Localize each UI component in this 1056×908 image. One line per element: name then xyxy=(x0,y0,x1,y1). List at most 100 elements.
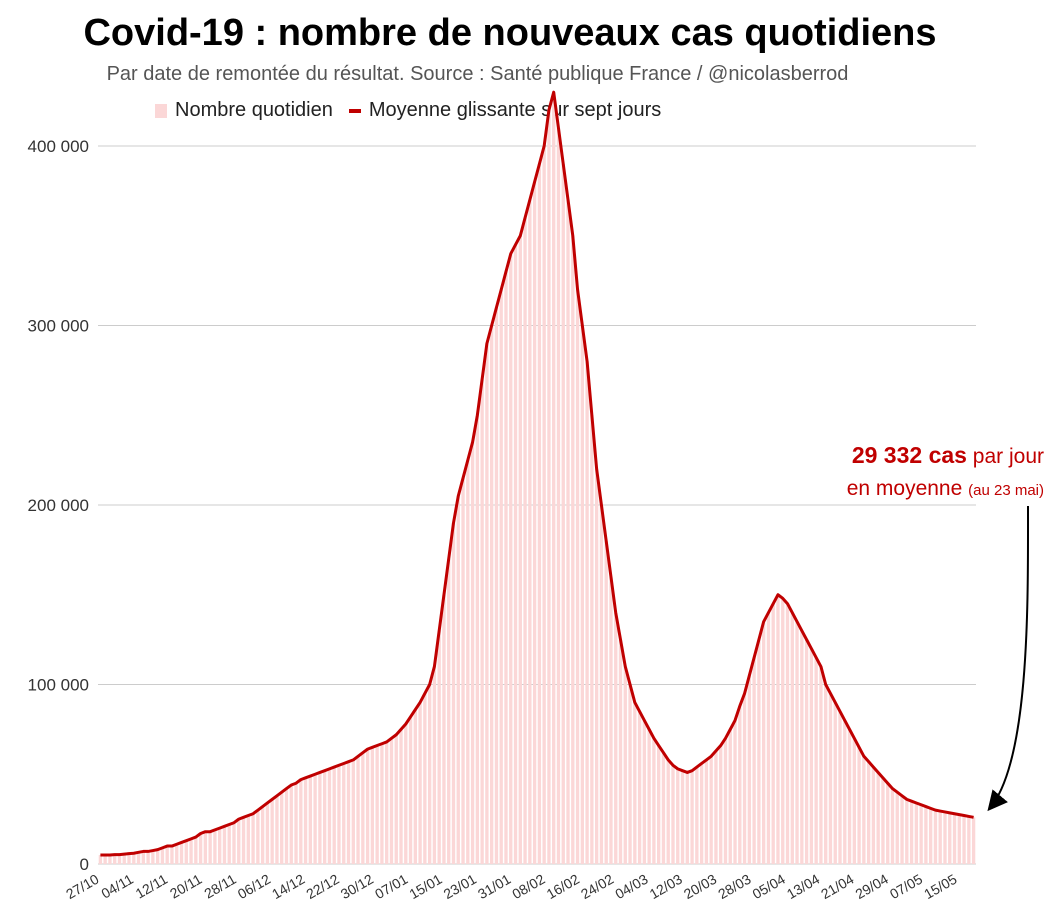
bar xyxy=(499,289,503,865)
bar xyxy=(313,774,317,864)
bar xyxy=(518,235,522,864)
y-tick-label: 200 000 xyxy=(28,496,89,515)
bar xyxy=(165,846,169,864)
x-tick-label: 20/11 xyxy=(167,871,205,902)
bar xyxy=(127,853,131,864)
legend-line-label: Moyenne glissante sur sept jours xyxy=(368,99,662,121)
bar xyxy=(742,693,747,864)
bar xyxy=(275,795,279,864)
bar xyxy=(719,745,723,864)
bar xyxy=(408,716,413,864)
bar xyxy=(614,612,618,864)
bar xyxy=(208,831,212,864)
bar xyxy=(175,844,179,864)
bar xyxy=(103,855,107,864)
bar xyxy=(928,808,933,864)
bar xyxy=(375,745,379,864)
bar xyxy=(699,763,704,864)
bar xyxy=(909,801,914,864)
bar xyxy=(661,752,666,864)
x-tick-label: 20/03 xyxy=(681,871,720,902)
x-tick-label: 08/02 xyxy=(509,871,548,902)
bar xyxy=(322,770,327,864)
bar xyxy=(886,783,890,864)
bar xyxy=(342,763,346,864)
bar xyxy=(141,851,146,864)
x-tick-label: 04/03 xyxy=(612,871,651,902)
bar xyxy=(437,630,441,864)
bar xyxy=(695,767,699,864)
bar xyxy=(814,657,818,864)
annotation-text1: par jour xyxy=(966,445,1044,468)
bar xyxy=(241,817,246,864)
bar xyxy=(890,788,895,864)
bar xyxy=(432,666,437,864)
bar xyxy=(881,777,885,864)
bar xyxy=(489,325,494,864)
bar xyxy=(838,711,842,864)
x-tick-label: 13/04 xyxy=(784,871,823,902)
bar xyxy=(647,729,651,864)
moving-average-line xyxy=(100,90,974,857)
bar xyxy=(671,765,675,864)
bar xyxy=(370,747,375,864)
bar xyxy=(260,806,265,864)
bar xyxy=(781,598,785,864)
bar xyxy=(351,759,355,864)
bar xyxy=(389,738,394,864)
bar xyxy=(824,684,828,864)
bar xyxy=(566,199,570,865)
bar xyxy=(833,702,837,864)
bar xyxy=(251,813,255,864)
bar xyxy=(537,163,542,864)
bar xyxy=(470,442,475,864)
annotation-text3: (au 23 mai) xyxy=(968,482,1044,499)
bar xyxy=(623,666,627,864)
bar xyxy=(303,777,308,864)
bar xyxy=(423,693,427,864)
line-layer xyxy=(100,90,974,857)
bar xyxy=(198,833,203,864)
bar xyxy=(714,750,718,864)
bar xyxy=(666,759,670,864)
bar xyxy=(952,813,957,864)
bar xyxy=(246,815,250,864)
x-tick-label: 15/05 xyxy=(921,871,960,902)
bar xyxy=(108,855,112,864)
bar xyxy=(766,612,771,864)
bar xyxy=(294,783,298,864)
bar xyxy=(427,684,432,864)
bar xyxy=(785,603,790,864)
bar xyxy=(237,819,241,864)
bar xyxy=(738,706,742,864)
x-tick-label: 05/04 xyxy=(750,871,789,902)
bar xyxy=(160,847,165,864)
y-tick-label: 400 000 xyxy=(28,137,89,156)
chart-title: Covid-19 : nombre de nouveaux cas quotid… xyxy=(83,12,937,54)
bar xyxy=(447,558,451,864)
bar xyxy=(136,852,141,864)
bar xyxy=(265,802,270,864)
bar xyxy=(513,244,518,865)
legend-item-line: Moyenne glissante sur sept jours xyxy=(348,99,662,122)
bar xyxy=(652,738,656,864)
bar xyxy=(532,181,537,864)
bar xyxy=(113,854,117,864)
bar xyxy=(704,759,709,864)
bar xyxy=(637,711,642,864)
bar xyxy=(170,846,174,864)
bar xyxy=(757,639,761,864)
bar xyxy=(943,811,947,864)
bar xyxy=(938,811,942,864)
bar xyxy=(819,666,823,864)
legend-item-bars: Nombre quotidien xyxy=(155,99,333,122)
bar xyxy=(843,720,847,864)
x-tick-label: 28/03 xyxy=(715,871,754,902)
bar xyxy=(924,806,928,864)
bar xyxy=(895,792,899,864)
bar xyxy=(270,799,274,864)
bar xyxy=(442,594,446,864)
bar xyxy=(790,612,794,864)
bar xyxy=(862,756,866,864)
